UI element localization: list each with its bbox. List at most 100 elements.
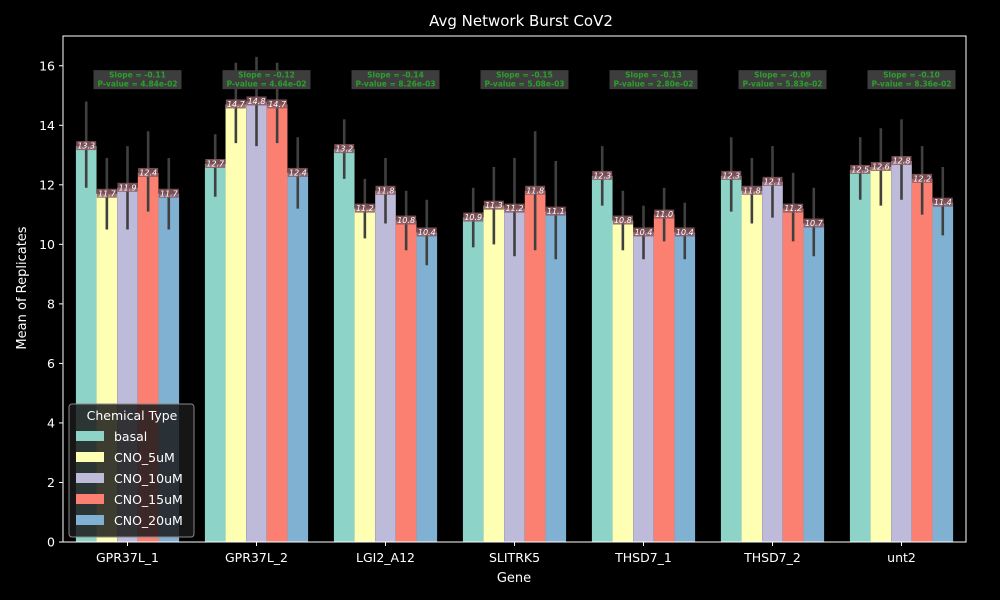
legend-entry: CNO_20uM xyxy=(114,513,183,528)
slope-label: Slope = -0.15 xyxy=(496,71,553,80)
value-label-box xyxy=(287,167,308,177)
bar xyxy=(266,104,288,542)
bar xyxy=(395,220,417,542)
value-label: 11.4 xyxy=(934,198,952,207)
value-label-box xyxy=(741,185,762,195)
x-tick-label: GPR37L_1 xyxy=(96,550,159,565)
value-label-box xyxy=(205,158,226,168)
value-label-box xyxy=(592,170,613,180)
value-label-box xyxy=(246,96,267,106)
x-tick-label: GPR37L_2 xyxy=(225,550,288,565)
value-label: 10.8 xyxy=(614,216,632,225)
bar xyxy=(741,190,763,542)
value-label: 10.4 xyxy=(635,228,653,237)
value-label-box xyxy=(762,176,783,186)
bar xyxy=(462,217,484,543)
value-label: 11.2 xyxy=(356,204,374,213)
x-tick-label: LGI2_A12 xyxy=(356,550,415,565)
value-label-box xyxy=(463,212,484,222)
stat-box xyxy=(480,70,569,90)
value-label: 11.8 xyxy=(526,186,544,195)
pvalue-label: P-value = 5.08e-03 xyxy=(484,80,564,89)
value-label-box xyxy=(375,185,396,195)
bar xyxy=(333,149,355,542)
bar xyxy=(803,223,825,543)
value-label-box xyxy=(396,215,417,225)
bar xyxy=(524,190,546,542)
plot-frame xyxy=(62,35,967,543)
y-axis-label: Mean of Replicates xyxy=(15,226,30,349)
value-label: 10.4 xyxy=(418,228,436,237)
chart-title: Avg Network Burst CoV2 xyxy=(429,12,613,30)
value-label: 12.7 xyxy=(206,159,225,168)
bar xyxy=(674,232,696,542)
plot-area: 0246810121416GPR37L_113.311.711.912.411.… xyxy=(39,35,967,565)
x-tick-label: unt2 xyxy=(887,550,916,565)
pvalue-label: P-value = 4.84e-02 xyxy=(97,80,177,89)
value-label: 13.3 xyxy=(77,142,95,151)
value-label: 12.6 xyxy=(872,162,890,171)
value-label: 10.4 xyxy=(676,228,694,237)
value-label: 11.8 xyxy=(377,186,395,195)
value-label-box xyxy=(891,156,912,166)
legend: Chemical Type basal CNO_5uM CNO_10uM CNO_15u… xyxy=(68,403,195,538)
bar xyxy=(911,178,933,542)
y-tick-label: 14 xyxy=(39,118,55,133)
bar xyxy=(545,211,567,543)
value-label: 11.9 xyxy=(119,183,137,192)
value-label: 11.1 xyxy=(547,207,565,216)
value-label: 11.2 xyxy=(506,204,524,213)
value-label-box xyxy=(483,200,504,210)
value-label: 14.7 xyxy=(227,100,246,109)
value-label-box xyxy=(334,144,355,154)
bar xyxy=(762,181,783,543)
pvalue-label: P-value = 8.26e-03 xyxy=(355,80,435,89)
bar xyxy=(483,205,505,543)
bar xyxy=(225,104,247,542)
bar xyxy=(633,232,654,542)
bar xyxy=(782,208,804,542)
stat-box xyxy=(351,70,440,90)
bar xyxy=(504,208,525,542)
y-tick-label: 16 xyxy=(39,58,55,73)
pvalue-label: P-value = 2.80e-02 xyxy=(613,80,693,89)
bar xyxy=(287,172,309,542)
bar xyxy=(591,175,613,543)
x-tick-label: SLITRK5 xyxy=(489,550,540,565)
value-label-box xyxy=(225,99,246,109)
value-label: 10.8 xyxy=(397,216,415,225)
stat-box xyxy=(867,70,956,90)
value-label: 12.3 xyxy=(593,171,611,180)
pvalue-label: P-value = 5.83e-02 xyxy=(742,80,822,89)
y-tick-label: 0 xyxy=(47,535,55,550)
legend-entry: CNO_10uM xyxy=(114,471,183,486)
value-label: 11.2 xyxy=(784,204,802,213)
bar xyxy=(416,232,438,542)
legend-swatch xyxy=(76,473,104,483)
y-tick-label: 2 xyxy=(47,475,55,490)
legend-entry: basal xyxy=(114,429,147,444)
value-label: 10.7 xyxy=(805,219,824,228)
value-label-box xyxy=(870,161,891,171)
value-label-box xyxy=(158,188,179,198)
value-label: 11.0 xyxy=(655,210,673,219)
legend-entry: CNO_15uM xyxy=(114,492,183,507)
value-label: 12.4 xyxy=(289,168,307,177)
value-label: 12.5 xyxy=(851,165,869,174)
bar xyxy=(932,202,954,542)
value-label-box xyxy=(267,99,288,109)
bar xyxy=(354,208,376,542)
slope-label: Slope = -0.11 xyxy=(109,71,166,80)
value-label-box xyxy=(416,227,437,237)
value-label-box xyxy=(138,167,159,177)
y-tick-label: 12 xyxy=(39,177,55,192)
legend-entry: CNO_5uM xyxy=(114,450,175,465)
bar xyxy=(246,101,267,542)
value-label-box xyxy=(932,197,953,207)
value-label: 14.8 xyxy=(248,97,266,106)
value-label: 11.7 xyxy=(98,189,117,198)
legend-swatch xyxy=(76,431,104,441)
value-label: 13.2 xyxy=(335,145,353,154)
slope-label: Slope = -0.14 xyxy=(367,71,424,80)
